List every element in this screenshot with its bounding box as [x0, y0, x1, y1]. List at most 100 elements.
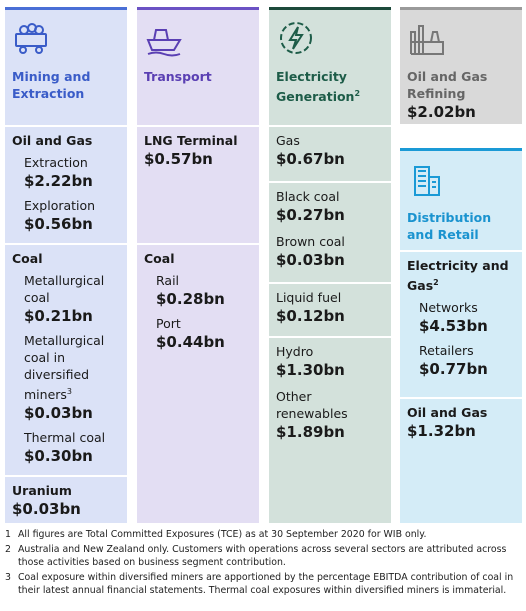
- item: Extraction $2.22bn: [12, 154, 120, 192]
- value: $0.28bn: [156, 290, 225, 308]
- title: Mining and Extraction: [12, 68, 120, 102]
- section: LNG Terminal $0.57bn: [137, 125, 259, 243]
- label: Rail: [156, 272, 252, 289]
- label: Thermal coal: [24, 429, 120, 446]
- label: Extraction: [24, 154, 120, 171]
- label-text: Metallurgical coal: [24, 273, 105, 305]
- value: $0.21bn: [24, 307, 93, 325]
- title: Coal: [12, 250, 120, 267]
- distribution-header: Distribution and Retail: [400, 151, 522, 250]
- label-text: Metallurgical coal in diversified miners: [24, 333, 105, 403]
- footnote: 1 All figures are Total Committed Exposur…: [5, 528, 521, 541]
- title-text: Oil and Gas: [12, 133, 93, 148]
- section: Gas $0.67bn: [269, 125, 391, 181]
- footnote-text: Coal exposure within diversified miners …: [18, 572, 514, 596]
- value: $1.89bn: [276, 423, 345, 441]
- label: Brown coal: [276, 233, 384, 250]
- title: Coal: [144, 250, 252, 267]
- label-text: Port: [156, 316, 181, 331]
- item: Brown coal $0.03bn: [276, 233, 384, 271]
- icon: [15, 23, 47, 54]
- footnote-text: Australia and New Zealand only. Customer…: [18, 544, 507, 568]
- item: Thermal coal $0.30bn: [12, 429, 120, 467]
- title: Electricity Generation2: [276, 68, 384, 105]
- note-ref: 2: [433, 278, 439, 287]
- item: Black coal $0.27bn: [276, 188, 384, 226]
- icon: [410, 25, 444, 55]
- value: $0.03bn: [12, 500, 81, 518]
- value: $0.30bn: [24, 447, 93, 466]
- value: $0.56bn: [24, 215, 93, 233]
- value: $2.02bn: [407, 103, 476, 121]
- value: $1.30bn: [276, 361, 345, 379]
- item: Liquid fuel $0.12bn: [276, 289, 384, 327]
- value: $0.67bn: [276, 150, 345, 168]
- icon: [280, 22, 312, 54]
- footnote-text: All figures are Total Committed Exposure…: [18, 529, 427, 540]
- label-text: Liquid fuel: [276, 290, 342, 305]
- label: Gas: [276, 132, 384, 149]
- section: Oil and Gas $1.32bn: [400, 397, 522, 523]
- icon: [146, 29, 182, 57]
- title-text: Mining and Extraction: [12, 69, 91, 101]
- section: Liquid fuel $0.12bn: [269, 282, 391, 336]
- refining-header: Oil and Gas Refining $2.02bn: [400, 10, 522, 123]
- label: Retailers: [419, 342, 515, 359]
- column-header: Mining and Extraction: [5, 10, 127, 125]
- item: Other renewables $1.89bn: [276, 388, 384, 443]
- label-text: Gas: [276, 133, 300, 148]
- title-text: Electricity Generation: [276, 69, 355, 105]
- title-text: Oil and Gas Refining: [407, 69, 488, 101]
- title: Transport: [144, 68, 252, 85]
- value: $0.03bn: [24, 404, 93, 423]
- column-header: Transport: [137, 10, 259, 125]
- item: Metallurgical coal in diversified miners…: [12, 332, 120, 424]
- title: Uranium: [12, 482, 120, 499]
- item: Hydro $1.30bn: [276, 343, 384, 381]
- item: Exploration $0.56bn: [12, 197, 120, 235]
- item: Metallurgical coal $0.21bn: [12, 272, 120, 327]
- title: Electricity and Gas2: [407, 257, 515, 294]
- title-text: Electricity and Gas: [407, 258, 509, 294]
- item: Networks $4.53bn: [407, 299, 515, 337]
- section: Coal Metallurgical coal $0.21bn Metallurgic…: [5, 243, 127, 475]
- label-text: Rail: [156, 273, 180, 288]
- footnote-number: 1: [5, 529, 11, 540]
- title: LNG Terminal: [144, 132, 252, 149]
- title: Oil and Gas Refining: [407, 68, 515, 102]
- value: $0.03bn: [276, 251, 345, 269]
- label: Metallurgical coal in diversified miners…: [24, 332, 120, 403]
- title-text: LNG Terminal: [144, 133, 238, 148]
- footnote-number: 3: [5, 572, 11, 583]
- label-text: Other renewables: [276, 389, 348, 421]
- label: Exploration: [24, 197, 120, 214]
- value: $2.22bn: [24, 172, 93, 190]
- item: Rail $0.28bn: [144, 272, 252, 310]
- label-text: Brown coal: [276, 234, 345, 249]
- item: Retailers $0.77bn: [407, 342, 515, 380]
- label-text: Hydro: [276, 344, 314, 359]
- title-text: Distribution and Retail: [407, 210, 492, 242]
- label: Other renewables: [276, 388, 384, 422]
- item: Gas $0.67bn: [276, 132, 384, 170]
- column-header: Electricity Generation2: [269, 10, 391, 125]
- column: Transport LNG Terminal $0.57bn Coal Rail $0.2…: [137, 7, 259, 523]
- label: Metallurgical coal: [24, 272, 120, 306]
- section: Uranium $0.03bn: [5, 475, 127, 523]
- section: Oil and Gas Extraction $2.22bn Exploration $…: [5, 125, 127, 243]
- section: Black coal $0.27bn Brown coal $0.03bn: [269, 181, 391, 282]
- footnote-number: 2: [5, 544, 11, 555]
- note-ref: 2: [354, 89, 361, 98]
- label-text: Retailers: [419, 343, 474, 359]
- label: Black coal: [276, 188, 384, 205]
- value: $0.77bn: [419, 360, 488, 379]
- footnote: 3 Coal exposure within diversified miners…: [5, 571, 521, 597]
- label-text: Exploration: [24, 198, 96, 213]
- title-text: Uranium: [12, 483, 72, 498]
- value: $0.44bn: [156, 333, 225, 351]
- value: $0.12bn: [276, 307, 345, 325]
- title: Oil and Gas: [12, 132, 120, 149]
- value: $4.53bn: [419, 317, 488, 336]
- section: Coal Rail $0.28bn Port $0.44bn: [137, 243, 259, 523]
